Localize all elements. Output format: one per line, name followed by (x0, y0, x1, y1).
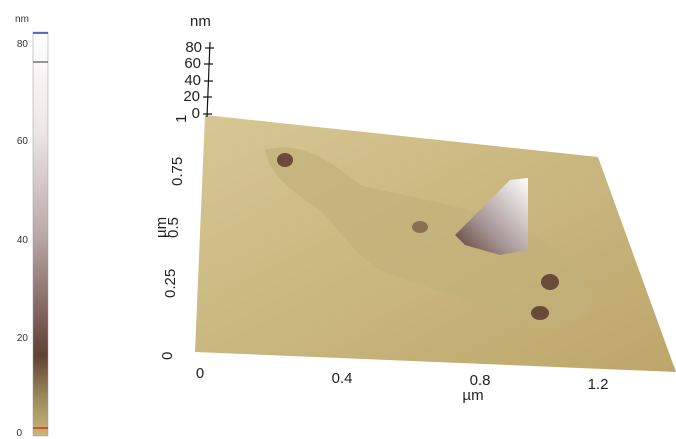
colorbar-tick: 0 (16, 428, 22, 439)
z-unit: nm (190, 13, 211, 30)
z-tick-label: 20 (183, 88, 200, 105)
y-tick-label: 0 (159, 352, 176, 360)
z-tick-label: 60 (184, 55, 201, 72)
colorbar-tick: 40 (17, 235, 29, 246)
colorbar-unit: nm (15, 14, 29, 25)
colorbar-tick: 80 (17, 39, 29, 50)
surface (195, 115, 676, 372)
x-tick-label: 1.2 (588, 376, 609, 393)
colorbar-tick: 20 (17, 333, 29, 344)
x-tick-label: 0.4 (332, 370, 353, 387)
z-tick-label: 40 (184, 72, 201, 89)
y-tick-label: 1 (173, 115, 190, 123)
bump (541, 274, 559, 290)
z-axis (203, 42, 214, 117)
color-bar: nm 80 60 40 20 0 (15, 14, 48, 439)
afm-figure: nm 80 60 40 20 0 nm 80 60 40 20 0 1 0.75… (0, 0, 676, 439)
z-axis-line (207, 42, 210, 117)
color-scale (33, 32, 48, 436)
z-tick-label: 0 (192, 105, 200, 122)
y-unit: µm (153, 217, 170, 238)
bump (277, 153, 293, 167)
y-tick-label: 0.75 (169, 157, 186, 186)
page: nm 80 60 40 20 0 nm 80 60 40 20 0 1 0.75… (0, 0, 676, 439)
x-unit: µm (462, 387, 483, 404)
x-tick-label: 0 (196, 365, 204, 382)
bump (412, 221, 428, 233)
y-tick-label: 0.25 (162, 269, 179, 298)
z-tick-label: 80 (185, 39, 202, 56)
bump (531, 306, 549, 320)
colorbar-tick: 60 (17, 136, 29, 147)
